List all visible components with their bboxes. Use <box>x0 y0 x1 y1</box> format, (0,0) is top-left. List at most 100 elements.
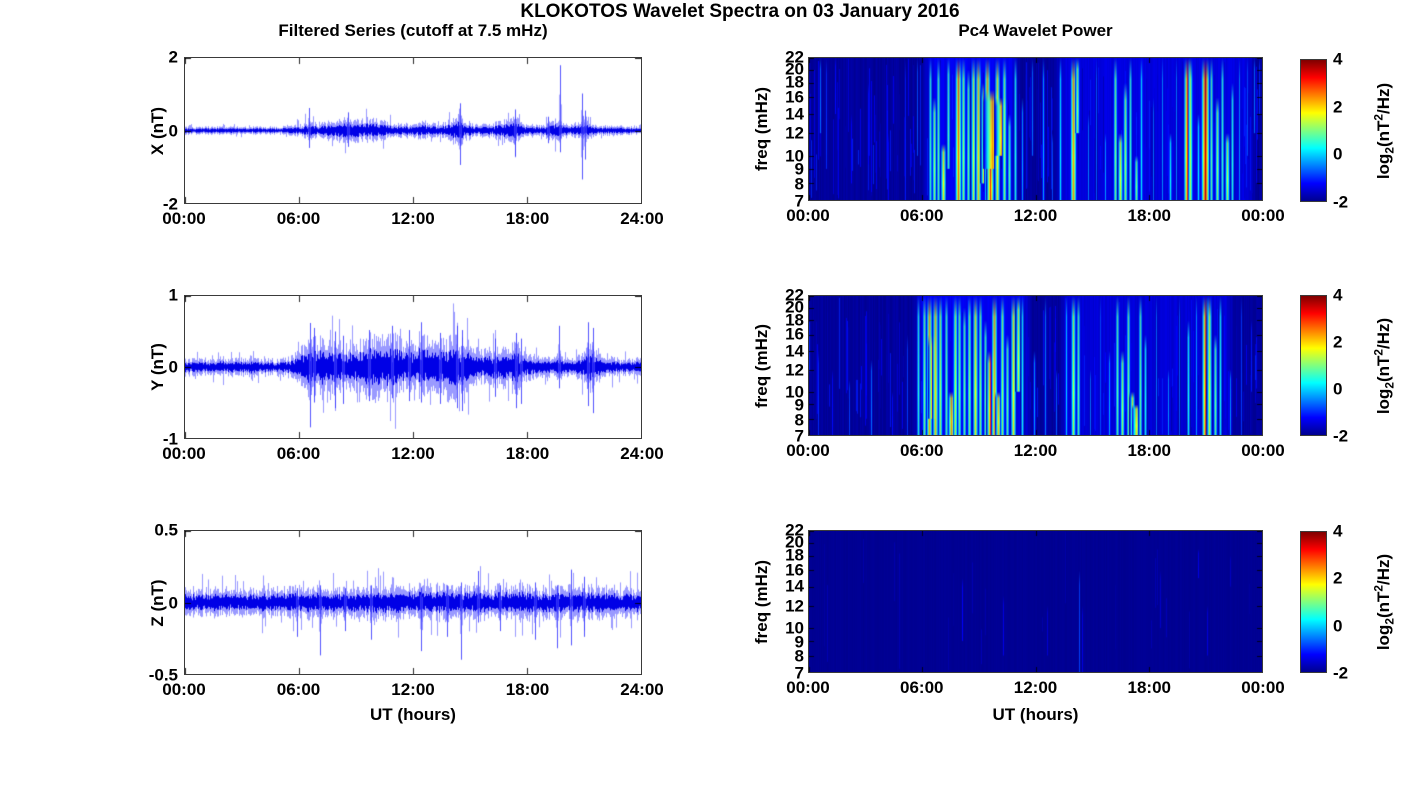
y-wavelet-power-ytick-label: 7 <box>794 426 804 446</box>
x-wavelet-power-xtick-label: 00:00 <box>786 206 830 225</box>
x-wavelet-power-ytick-label: 22 <box>785 47 804 67</box>
x-series-xtick-label: 06:00 <box>276 209 321 228</box>
x-wavelet-power-xtick-label: 18:00 <box>1127 206 1171 225</box>
y-series-xtick-label: 18:00 <box>505 444 550 463</box>
z-wavelet-power-ytick-label: 16 <box>785 560 804 580</box>
colorbar-x-axis-label: log2(nT2/Hz) <box>1371 82 1397 179</box>
y-wavelet-power-xtick-label: 00:00 <box>1241 441 1285 460</box>
y-series-ytick-label: -1 <box>162 429 178 449</box>
y-wavelet-power-ytick-label: 22 <box>785 285 804 305</box>
x-wavelet-power-ytick-label: 14 <box>785 104 804 124</box>
z-wavelet-power-ytick-label: 9 <box>794 632 804 652</box>
x-wavelet-power-ytick-label: 20 <box>785 59 804 79</box>
colorbar-tick-label: -2 <box>1333 192 1349 212</box>
z-wavelet-power-xtick-label: 00:00 <box>1241 678 1285 697</box>
right-x-axis-label: UT (hours) <box>992 705 1079 724</box>
colorbar-x-gradient <box>1300 59 1327 202</box>
colorbar-tick-label: -2 <box>1333 663 1349 683</box>
y-series-panel <box>184 295 642 439</box>
x-wavelet-power-ytick-label: 18 <box>785 72 804 92</box>
x-wavelet-power-ytick-label: 7 <box>794 191 804 211</box>
x-wavelet-power-plot <box>809 58 1262 200</box>
x-wavelet-power-ytick-label: 16 <box>785 87 804 107</box>
colorbar-x: 4 2 0 -2 log2(nT2/Hz) <box>1300 51 1397 211</box>
z-series-plot <box>185 531 641 674</box>
y-series-xtick-label: 12:00 <box>391 444 435 463</box>
x-series-xtick-label: 18:00 <box>505 209 550 228</box>
z-series-xtick-label: 06:00 <box>276 680 321 699</box>
x-series-xtick-label: 12:00 <box>391 209 435 228</box>
x-series-xtick-label: 24:00 <box>620 209 664 228</box>
figure-title: KLOKOTOS Wavelet Spectra on 03 January 2… <box>520 1 960 22</box>
y-wavelet-power-ytick-label: 10 <box>785 382 804 402</box>
z-wavelet-power-ytick-label: 10 <box>785 618 804 638</box>
z-series-xtick-label: 12:00 <box>391 680 435 699</box>
colorbar-y-axis-label: log2(nT2/Hz) <box>1371 317 1397 414</box>
z-wavelet-power-panel <box>808 530 1263 673</box>
colorbar-z-axis-label: log2(nT2/Hz) <box>1371 553 1397 651</box>
z-wavelet-power-ytick-label: 18 <box>785 545 804 565</box>
colorbar-y-gradient <box>1300 295 1327 436</box>
y-wavelet-power-ytick-label: 14 <box>785 341 804 361</box>
z-series-ytick-label: 0 <box>168 593 178 612</box>
left-x-axis-label: UT (hours) <box>370 705 456 724</box>
z-series-panel <box>184 530 642 675</box>
z-wavelet-power-ytick-label: 7 <box>794 663 804 683</box>
y-wavelet-power-panel <box>808 295 1263 436</box>
z-wavelet-power-xtick-label: 00:00 <box>786 678 830 697</box>
y-series-plot <box>185 296 641 438</box>
y-series-xtick-label: 00:00 <box>162 444 206 463</box>
y-wavelet-power-ytick-label: 12 <box>785 360 804 380</box>
x-series-xtick-label: 00:00 <box>162 209 206 228</box>
z-wavelet-power-xtick-label: 18:00 <box>1127 678 1171 697</box>
colorbar-y: 4 2 0 -2 log2(nT2/Hz) <box>1300 287 1397 445</box>
y-series-ytick-label: 0 <box>168 357 178 377</box>
y-wavelet-power-ytick-label: 18 <box>785 310 804 330</box>
z-wavelet-power-ytick-label: 14 <box>785 576 804 596</box>
z-wavelet-power-xtick-label: 12:00 <box>1013 678 1058 697</box>
x-wavelet-power-ytick-label: 9 <box>794 159 804 179</box>
y-wavelet-power-plot <box>809 296 1262 435</box>
y-wavelet-power-ytick-label: 9 <box>794 395 804 415</box>
x-wavelet-power-ytick-label: 12 <box>785 123 804 143</box>
colorbar-tick-label: 2 <box>1333 332 1343 352</box>
colorbar-tick-label: 4 <box>1333 285 1343 305</box>
x-wavelet-power-xtick-label: 12:00 <box>1013 206 1058 225</box>
y-wavelet-power-xtick-label: 12:00 <box>1013 441 1058 460</box>
y-series-ytick-label: 1 <box>168 285 178 305</box>
z-wavelet-power-ytick-label: 8 <box>794 646 804 666</box>
x-wavelet-power-xtick-label: 00:00 <box>1241 206 1285 225</box>
x-series-panel <box>184 57 642 204</box>
colorbar-z: 4 2 0 -2 log2(nT2/Hz) <box>1300 523 1397 682</box>
colorbar-tick-label: 0 <box>1333 379 1343 399</box>
z-wavelet-power-ytick-label: 12 <box>785 596 804 616</box>
x-series-plot <box>185 58 641 203</box>
y-wavelet-power-ytick-label: 20 <box>785 297 804 317</box>
x-series-ytick-label: 0 <box>168 121 178 140</box>
left-column-title: Filtered Series (cutoff at 7.5 mHz) <box>278 21 548 40</box>
z-wavelet-power-xtick-label: 06:00 <box>900 678 944 697</box>
colorbar-z-gradient <box>1300 531 1327 673</box>
colorbar-tick-label: 4 <box>1333 521 1343 541</box>
x-wavelet-power-ytick-label: 10 <box>785 146 804 166</box>
y-wavelet-power-ytick-label: 8 <box>794 410 804 430</box>
colorbar-tick-label: 0 <box>1333 616 1343 636</box>
y-wavelet-power-xtick-label: 00:00 <box>786 441 830 460</box>
x-series-ytick-label: -2 <box>162 194 178 214</box>
x-wavelet-power-panel <box>808 57 1263 201</box>
colorbar-tick-label: 4 <box>1333 49 1343 69</box>
z-series-xtick-label: 18:00 <box>505 680 550 699</box>
right-column-title: Pc4 Wavelet Power <box>958 21 1113 40</box>
y-series-xtick-label: 24:00 <box>620 444 664 463</box>
colorbar-tick-label: 2 <box>1333 568 1343 588</box>
colorbar-tick-label: -2 <box>1333 426 1349 446</box>
z-series-xtick-label: 24:00 <box>620 680 664 699</box>
colorbar-tick-label: 0 <box>1333 144 1343 164</box>
z-wavelet-power-ytick-label: 20 <box>785 532 804 552</box>
z-wavelet-power-plot <box>809 531 1262 672</box>
y-wavelet-power-xtick-label: 18:00 <box>1127 441 1171 460</box>
x-series-ytick-label: 2 <box>168 47 178 67</box>
colorbar-tick-label: 2 <box>1333 97 1343 117</box>
z-wavelet-power-ytick-label: 22 <box>785 520 804 540</box>
